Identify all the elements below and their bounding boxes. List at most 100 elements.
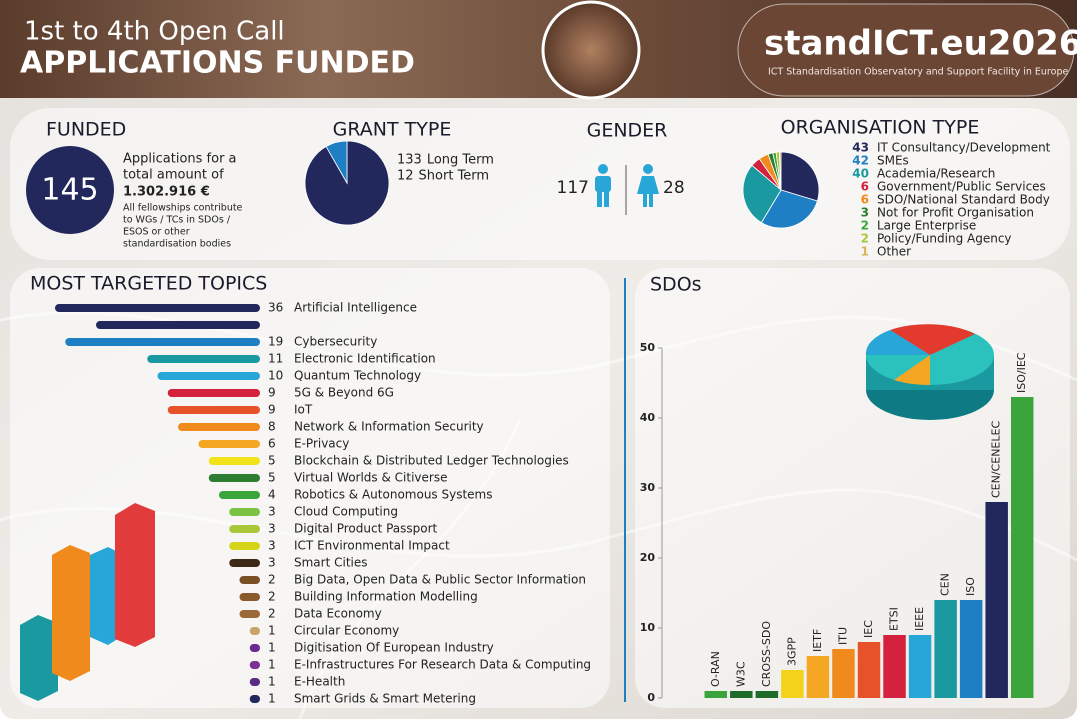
legend-label: IT Consultancy/Development [877,141,1051,155]
legend-value: 40 [852,167,869,181]
topic-label: Digitisation Of European Industry [294,641,494,655]
chart-title: SDOs [650,274,702,296]
topic-bar [250,644,260,652]
y-tick-label: 50 [640,341,656,354]
bar [960,600,982,698]
x-tick-label: CEN/CENELEC [990,421,1003,498]
x-tick-label: IEC [862,620,875,638]
topic-bar [240,576,261,584]
value-label: 2 [268,607,276,621]
topic-label: Data Economy [294,607,382,621]
x-tick-label: ISO/IEC [1015,352,1028,393]
legend-label: Long Term [427,153,494,168]
logo: standICT.eu2026 [764,24,1077,64]
chart-title: ORGANISATION TYPE [781,117,980,139]
legend-label: Policy/Funding Agency [877,232,1012,246]
topic-bar [65,338,260,346]
pie-3d-decoration [866,324,994,420]
x-tick-label: 3GPP [785,637,798,666]
topic-label: Electronic Identification [294,352,436,366]
bar [858,642,880,698]
topic-bar [240,610,261,618]
value-label: 2 [268,590,276,604]
bar [883,635,905,698]
value-label: 5 [268,471,276,485]
topic-label: Circular Economy [294,624,399,638]
topic-label: Building Information Modelling [294,590,478,604]
x-tick-label: O-RAN [709,651,722,687]
y-tick-label: 0 [647,691,655,704]
bar [730,691,752,698]
x-tick-label: IETF [811,629,824,652]
value-label: 3 [268,522,276,536]
x-tick-label: CEN [939,573,952,596]
bar [756,691,778,698]
topic-bar [219,491,260,499]
x-tick-label: CROSS-SDO [760,621,773,687]
value-label: 3 [268,539,276,553]
topic-bar [229,559,260,567]
bar [985,502,1007,698]
topic-bar [229,542,260,550]
value-label: 9 [268,386,276,400]
bar [934,600,956,698]
topic-label: E-Health [294,675,345,689]
topic-bar [229,508,260,516]
topic-bar [199,440,261,448]
x-tick-label: ISO [964,577,977,596]
value-label: 19 [268,335,283,349]
topic-label: Digital Product Passport [294,522,438,536]
legend-value: 133 [397,153,422,168]
value-label: 8 [268,420,276,434]
topic-bar [209,474,260,482]
topic-label: Artificial Intelligence [294,301,417,315]
header-title: APPLICATIONS FUNDED [20,46,415,81]
funded-note: standardisation bodies [123,239,231,250]
legend-value: 6 [861,180,869,194]
topic-label: Network & Information Security [294,420,484,434]
legend-label: Academia/Research [877,167,995,181]
bar [705,691,727,698]
topic-label: E-Infrastructures For Research Data & Co… [294,658,591,672]
topic-bar [147,355,260,363]
topic-bar [229,525,260,533]
topic-bar [168,406,260,414]
legend-label: Short Term [419,169,490,184]
chart-title: MOST TARGETED TOPICS [30,273,267,295]
value-label: 3 [268,505,276,519]
chart-title: GRANT TYPE [333,119,452,141]
topic-label: IoT [294,403,313,417]
funded-count: 145 [41,173,98,208]
value-label: 1 [268,641,276,655]
topic-bar [168,389,260,397]
topic-label: Big Data, Open Data & Public Sector Info… [294,573,586,587]
legend-value: 43 [852,141,869,155]
page: Applications Funded { "header": {"title_… [0,0,1077,719]
legend-value: 2 [861,232,869,246]
legend-label: SMEs [877,154,909,168]
funded-text: Applications for a [123,152,237,167]
bar [1011,397,1033,698]
legend-value: 3 [861,206,869,220]
value-label: 10 [268,369,283,383]
topic-bar [250,678,260,686]
legend-label: Government/Public Services [877,180,1046,194]
y-tick-label: 30 [640,481,656,494]
topic-label: Smart Cities [294,556,368,570]
infographic: 1st to 4th Open Call APPLICATIONS FUNDED… [0,0,1077,719]
value-label: 1 [268,692,276,706]
legend-value: 2 [861,219,869,233]
logo-subtitle: ICT Standardisation Observatory and Supp… [768,67,1068,78]
value-label: 1 [268,624,276,638]
topic-bar [209,457,260,465]
topic-bar [250,661,260,669]
legend-value: 12 [397,169,414,184]
x-tick-label: ETSI [888,607,901,631]
topic-bar [240,593,261,601]
value-label: 36 [268,301,283,315]
value-label: 2 [268,573,276,587]
legend-label: SDO/National Standard Body [877,193,1050,207]
body: 1st to 4th Open Call APPLICATIONS FUNDED… [0,0,1077,719]
topic-label: Quantum Technology [294,369,421,383]
topic-bar [178,423,260,431]
